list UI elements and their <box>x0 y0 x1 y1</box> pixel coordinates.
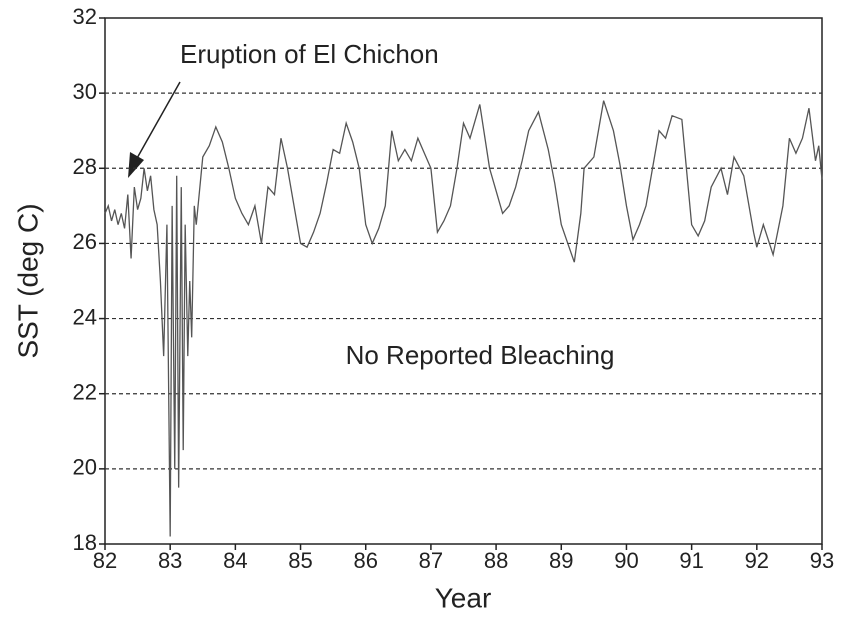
x-tick-label: 90 <box>614 548 638 573</box>
y-tick-label: 20 <box>73 455 97 480</box>
y-tick-label: 26 <box>73 229 97 254</box>
y-axis-label: SST (deg C) <box>12 203 43 358</box>
x-tick-label: 92 <box>745 548 769 573</box>
x-tick-label: 93 <box>810 548 834 573</box>
x-tick-label: 85 <box>288 548 312 573</box>
x-tick-label: 87 <box>419 548 443 573</box>
plot-frame <box>104 17 823 545</box>
x-tick-label: 84 <box>223 548 247 573</box>
arrow-head <box>128 152 144 178</box>
x-tick-label: 82 <box>93 548 117 573</box>
x-tick-label: 88 <box>484 548 508 573</box>
x-tick-label: 86 <box>353 548 377 573</box>
annotation: Eruption of El Chichon <box>180 39 439 69</box>
y-tick-label: 22 <box>73 380 97 405</box>
y-tick-label: 32 <box>73 4 97 29</box>
arrow-shaft <box>135 81 181 161</box>
y-tick-label: 24 <box>73 304 97 329</box>
y-tick-label: 18 <box>73 530 97 555</box>
annotation: No Reported Bleaching <box>346 340 615 370</box>
x-tick-label: 91 <box>679 548 703 573</box>
sst-line <box>104 100 823 537</box>
y-tick-label: 28 <box>73 154 97 179</box>
x-axis-label: Year <box>435 582 492 613</box>
y-tick-label: 30 <box>73 79 97 104</box>
x-tick-label: 89 <box>549 548 573 573</box>
x-tick-label: 83 <box>158 548 182 573</box>
